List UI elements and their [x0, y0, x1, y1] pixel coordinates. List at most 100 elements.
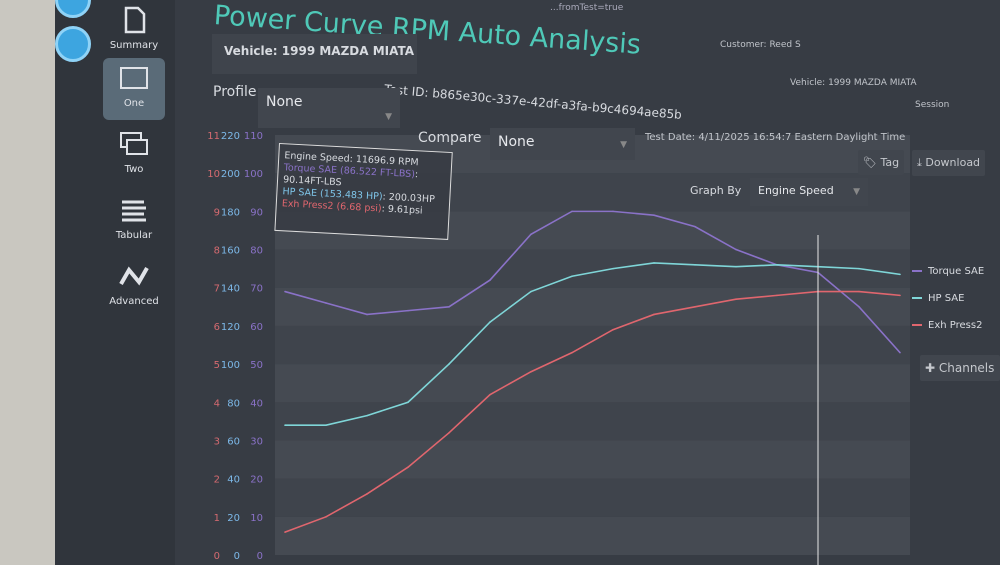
- data-point: [448, 363, 450, 365]
- data-point: [858, 306, 860, 308]
- data-point: [571, 351, 573, 354]
- data-point: [694, 264, 696, 266]
- compare-value: None: [498, 134, 535, 150]
- compare-select[interactable]: None ▼: [490, 128, 635, 160]
- data-point: [899, 351, 901, 354]
- data-point: [448, 432, 450, 434]
- chevron-down-icon: ▼: [853, 187, 860, 197]
- chart-tooltip: Engine Speed: 11696.9 RPM Torque SAE (86…: [274, 143, 453, 240]
- exh-tick-label: 6: [214, 322, 220, 333]
- data-point: [448, 306, 450, 308]
- data-point: [735, 265, 737, 268]
- data-point: [899, 294, 901, 297]
- hp-tick-label: 20: [227, 513, 240, 524]
- browser-icon[interactable]: [55, 26, 91, 62]
- grid-band: [275, 440, 910, 479]
- data-point: [407, 309, 409, 312]
- torque-tick-label: 60: [250, 322, 263, 333]
- download-icon: ⤓: [917, 156, 926, 169]
- chevron-down-icon: ▼: [385, 112, 392, 122]
- data-point: [653, 313, 655, 316]
- grid-band: [275, 516, 910, 555]
- data-point: [407, 401, 409, 404]
- grid-band: [275, 249, 910, 288]
- data-point: [489, 279, 491, 281]
- data-point: [284, 424, 286, 426]
- sidebar-item-tabular[interactable]: Tabular: [103, 190, 165, 252]
- channels-button[interactable]: ✚ Channels: [920, 355, 1000, 381]
- data-point: [899, 273, 901, 276]
- data-point: [366, 313, 368, 316]
- sidebar-item-summary[interactable]: Summary: [103, 0, 165, 62]
- download-label: Download: [925, 156, 981, 169]
- data-point: [530, 290, 532, 293]
- graph-by-select[interactable]: Engine Speed ▼: [750, 178, 868, 206]
- data-point: [653, 214, 655, 216]
- hp-tick-label: 160: [221, 246, 240, 257]
- grid-band: [275, 364, 910, 403]
- sidebar-item-one[interactable]: One: [103, 58, 165, 120]
- hp-tick-label: 100: [221, 360, 240, 371]
- tag-label: Tag: [880, 156, 900, 169]
- sidebar-item-advanced[interactable]: Advanced: [103, 256, 165, 318]
- data-point: [776, 264, 778, 266]
- data-point: [325, 516, 327, 518]
- grid-band: [275, 325, 910, 365]
- torque-tick-label: 10: [250, 513, 263, 524]
- data-point: [284, 531, 286, 533]
- sidebar-item-label: Summary: [109, 40, 159, 51]
- sidebar-item-label: Advanced: [109, 296, 159, 307]
- torque-tick-label: 40: [250, 398, 263, 409]
- legend-hp[interactable]: HP SAE: [912, 293, 964, 304]
- data-point: [407, 466, 409, 468]
- legend-label: Torque SAE: [928, 266, 985, 277]
- customer-label: Customer: Reed S: [720, 40, 801, 50]
- data-point: [694, 306, 696, 308]
- data-point: [366, 493, 368, 495]
- grid-band: [275, 287, 910, 326]
- legend-exh[interactable]: Exh Press2: [912, 320, 982, 331]
- exh-tick-label: 7: [214, 284, 220, 295]
- data-point: [735, 248, 737, 251]
- data-point: [325, 424, 327, 426]
- data-point: [612, 267, 614, 270]
- hp-tick-label: 200: [221, 169, 240, 180]
- vehicle-small-label: Vehicle: 1999 MAZDA MIATA: [790, 78, 917, 88]
- torque-tick-label: 70: [250, 284, 263, 295]
- profile-select[interactable]: None ▼: [258, 88, 400, 128]
- hp-tick-label: 60: [227, 436, 240, 447]
- hp-tick-label: 40: [227, 475, 240, 486]
- data-point: [694, 225, 696, 228]
- url-text: ...fromTest=true: [550, 3, 624, 13]
- exh-tick-label: 2: [214, 475, 220, 486]
- sidebar-item-label: One: [123, 98, 145, 109]
- torque-tick-label: 50: [250, 360, 263, 371]
- profile-label: Profile: [213, 84, 257, 100]
- data-point: [325, 302, 327, 304]
- chevron-down-icon: ▼: [620, 140, 627, 150]
- plus-icon: ✚: [925, 361, 939, 375]
- torque-tick-label: 20: [250, 475, 263, 486]
- tag-icon: 🏷: [863, 156, 881, 169]
- hp-tick-label: 220: [221, 131, 240, 142]
- channels-label: Channels: [938, 361, 995, 375]
- vehicle-label: Vehicle: 1999 MAZDA MIATA: [212, 34, 417, 74]
- hp-tick-label: 120: [221, 322, 240, 333]
- legend-label: Exh Press2: [928, 320, 983, 331]
- two-windows-icon: [120, 132, 148, 155]
- exh-tick-label: 5: [214, 360, 220, 371]
- data-point: [735, 298, 737, 300]
- data-point: [858, 290, 860, 293]
- tag-button[interactable]: 🏷 Tag: [858, 150, 905, 175]
- data-point: [284, 290, 286, 293]
- session-label: Session: [915, 100, 950, 110]
- data-point: [653, 262, 655, 264]
- legend-torque[interactable]: Torque SAE: [912, 266, 984, 277]
- sidebar-item-two[interactable]: Two: [103, 124, 165, 186]
- test-date: Test Date: 4/11/2025 16:54:7 Eastern Day…: [645, 132, 906, 143]
- download-button[interactable]: ⤓ Download: [912, 150, 986, 176]
- grid-band: [275, 478, 910, 517]
- data-point: [612, 210, 614, 213]
- legend-swatch: [912, 270, 922, 272]
- torque-tick-label: 30: [250, 436, 263, 447]
